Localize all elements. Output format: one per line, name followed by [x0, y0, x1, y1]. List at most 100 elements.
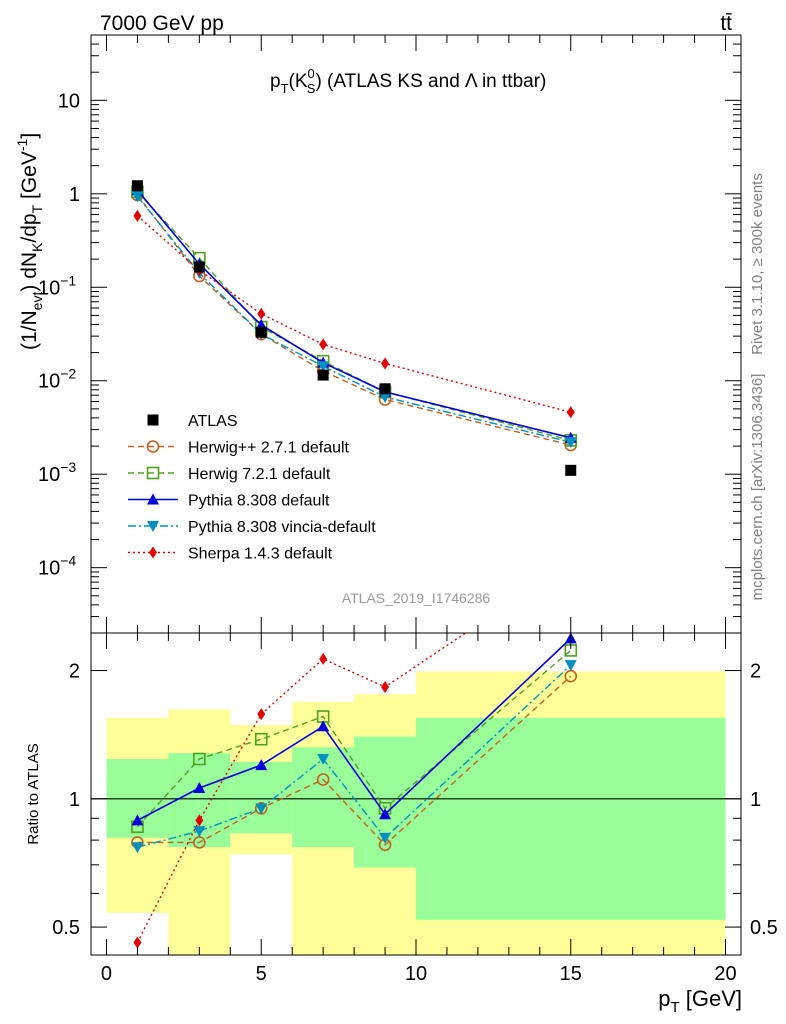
series-point [257, 307, 266, 320]
ratio-panel: 0.5 0.5 1 1 2 2 0 5 10 15 20 Ratio to ATLAS pT [G… [25, 632, 778, 1016]
legend-marker [146, 466, 160, 480]
ratio-uncertainty-bands [91, 671, 741, 955]
x-tick-label: 15 [560, 963, 582, 985]
x-tick-label: 0 [101, 963, 112, 985]
data-point [131, 180, 143, 192]
ratio-point [255, 803, 268, 815]
ratio-y-tick-label: 0.5 [750, 917, 778, 939]
plot-title: pT(K0 S) (ATLAS KS and Λ in ttbar) [270, 66, 546, 96]
data-point [193, 261, 205, 273]
y-tick-label: 10−3 [38, 459, 76, 486]
series-point [133, 209, 142, 222]
series-point [566, 406, 575, 419]
legend-label: Pythia 8.308 vincia-default [188, 519, 376, 536]
y-tick-label: 10−1 [38, 272, 76, 299]
ratio-point [381, 680, 390, 693]
x-axis-label: pT [GeV] [658, 986, 742, 1016]
ratio-point [379, 832, 392, 844]
legend-entry: ATLAS [147, 413, 238, 430]
series-point [381, 357, 390, 370]
ratio-point [131, 814, 144, 826]
ratio-point [379, 808, 392, 820]
legend-marker [147, 521, 159, 532]
y-tick-label: 10 [58, 90, 80, 112]
ratio-line [136, 633, 466, 943]
main-panel: 10 1 10−1 10−2 10−3 10−4 pT(K0 S) (ATLAS KS an… [14, 34, 742, 634]
legend-entry: Pythia 8.308 default [128, 493, 330, 510]
ratio-point [193, 752, 206, 766]
main-y-axis-label: (1/Nevt) dNK/dpT [GeV-1] [14, 133, 45, 350]
ratio-point [133, 936, 142, 949]
ratio-line [136, 649, 572, 828]
ratio-y-tick-label: 2 [69, 661, 80, 683]
ratio-point [316, 773, 330, 786]
legend-entry: Herwig++ 2.7.1 default [128, 440, 350, 457]
process-label: tt̄ [720, 12, 732, 35]
series-line [136, 189, 571, 439]
y-tick-label: 1 [69, 184, 80, 206]
series-point [379, 391, 392, 403]
rivet-label: Rivet 3.1.10, ≥ 300k events [749, 173, 766, 355]
legend-marker [147, 493, 159, 505]
legend-label: Pythia 8.308 default [188, 493, 330, 510]
data-point [565, 464, 577, 476]
legend-entry: Pythia 8.308 vincia-default [128, 519, 376, 536]
ratio-point [195, 814, 204, 827]
series-point [564, 437, 577, 449]
series-point [319, 338, 328, 351]
ratio-point [193, 826, 206, 838]
legend-entry: Sherpa 1.4.3 default [128, 546, 333, 563]
series-line [136, 194, 571, 446]
legend-marker [149, 546, 157, 559]
ratio-x-axis: 0 5 10 15 20 [101, 633, 737, 985]
ratio-point [131, 842, 144, 854]
legend-label: Herwig++ 2.7.1 default [188, 440, 350, 457]
inner-band [230, 762, 293, 834]
ratio-point [564, 660, 577, 672]
ratio-y-tick-label: 1 [69, 789, 80, 811]
legend-label: ATLAS [188, 413, 238, 430]
legend-label: Sherpa 1.4.3 default [188, 546, 333, 563]
data-point [379, 383, 391, 395]
ratio-line [137, 675, 572, 846]
series-line [136, 215, 571, 413]
series-line [136, 195, 571, 443]
energy-label: 7000 GeV pp [100, 12, 224, 35]
legend: ATLAS Herwig++ 2.7.1 default Herwig 7.2.1 … [128, 413, 376, 563]
main-frame [90, 34, 742, 634]
ratio-line [137, 637, 572, 822]
ratio-y-tick-label: 0.5 [52, 917, 80, 939]
x-tick-label: 5 [256, 963, 267, 985]
data-point [317, 369, 329, 381]
ratio-point [257, 708, 266, 721]
ratio-series [131, 633, 578, 949]
ratio-line [137, 664, 572, 848]
analysis-id: ATLAS_2019_I1746286 [342, 590, 491, 606]
ratio-point [193, 782, 206, 794]
legend-entry: Herwig 7.2.1 default [128, 466, 331, 483]
main-x-ticks [105, 35, 727, 633]
ratio-point [319, 652, 328, 665]
ratio-point [317, 754, 330, 766]
ratio-y-tick-label: 1 [750, 789, 761, 811]
main-y-axis: 10 1 10−1 10−2 10−3 10−4 [38, 34, 741, 634]
ratio-point [254, 732, 268, 746]
ratio-y-axis: 0.5 0.5 1 1 2 2 [52, 661, 778, 940]
series-line [136, 191, 571, 442]
legend-label: Herwig 7.2.1 default [188, 466, 331, 483]
series-point [317, 361, 330, 373]
y-tick-label: 10−2 [38, 366, 76, 393]
ratio-point [255, 759, 268, 771]
x-tick-label: 10 [405, 963, 427, 985]
legend-marker [147, 414, 159, 426]
ratio-y-axis-label: Ratio to ATLAS [25, 743, 42, 844]
data-point [255, 326, 267, 338]
ratio-point [317, 720, 330, 732]
inner-band [416, 717, 726, 920]
x-tick-label: 20 [714, 963, 736, 985]
series-point [131, 191, 144, 203]
main-series [131, 180, 578, 476]
mcplots-label: mcplots.cern.ch [arXiv:1306.3436] [749, 374, 766, 601]
y-tick-label: 10−4 [38, 553, 76, 580]
